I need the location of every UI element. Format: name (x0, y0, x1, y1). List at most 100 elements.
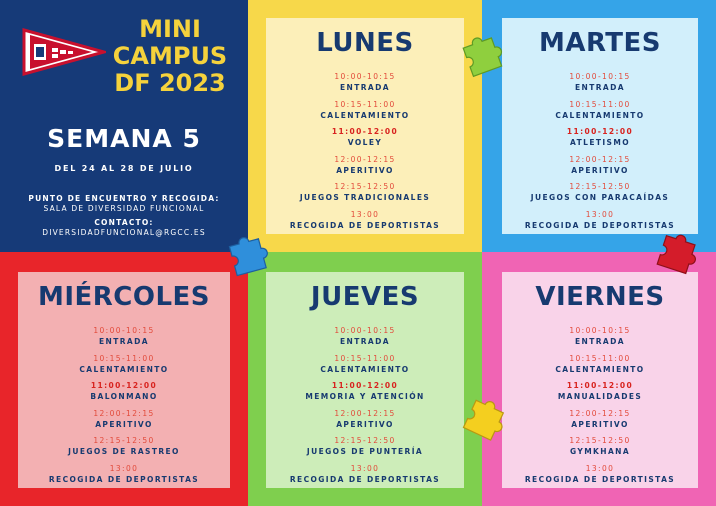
slot-activity: ENTRADA (575, 337, 625, 346)
schedule-slot: 13:00 RECOGIDA DE DEPORTISTAS (266, 463, 464, 491)
slot-time: 12:00-12:15 (93, 408, 155, 418)
campus-title: MINI CAMPUS DF 2023 (100, 16, 240, 97)
contact-info: CONTACTO: DIVERSIDADFUNCIONAL@RGCC.ES (0, 218, 248, 238)
day-title: MIÉRCOLES (37, 282, 211, 312)
slot-activity: CALENTAMIENTO (555, 364, 645, 374)
yellow-puzzle-piece-icon (462, 399, 505, 441)
slot-activity: RECOGIDA DE DEPORTISTAS (48, 474, 200, 484)
schedule-slot: 12:15-12:50 JUEGOS DE PUNTERÍA (266, 435, 464, 463)
schedule-list: 10:00-10:15 ENTRADA 10:15-11:00 CALENTAMIEN… (502, 71, 698, 236)
slot-time: 10:00-10:15 (569, 326, 631, 335)
slot-time: 12:15-12:50 (334, 182, 396, 191)
slot-activity: APERITIVO (95, 419, 153, 429)
schedule-slot: 10:00-10:15 ENTRADA (18, 325, 230, 353)
slot-activity: ENTRADA (575, 83, 625, 92)
day-card-viernes: VIERNES 10:00-10:15 ENTRADA 10:15-11:00 CAL… (502, 272, 698, 488)
schedule-list: 10:00-10:15 ENTRADA 10:15-11:00 CALENTAMIEN… (266, 325, 464, 490)
slot-activity: JUEGOS DE RASTREO (68, 447, 180, 456)
schedule-slot: 12:15-12:50 GYMKHANA (502, 435, 698, 463)
schedule-slot: 12:15-12:50 JUEGOS CON PARACAÍDAS (502, 181, 698, 209)
slot-time: 12:00-12:15 (334, 154, 396, 164)
schedule-slot: 10:00-10:15 ENTRADA (266, 325, 464, 353)
slot-time: 10:15-11:00 (93, 353, 155, 363)
schedule-slot: 13:00 RECOGIDA DE DEPORTISTAS (502, 209, 698, 237)
slot-activity: JUEGOS CON PARACAÍDAS (530, 193, 670, 202)
meeting-point-label: PUNTO DE ENCUENTRO Y RECOGIDA: (28, 194, 220, 203)
slot-activity: MANUALIDADES (557, 392, 643, 401)
schedule-slot: 12:00-12:15 APERITIVO (502, 408, 698, 436)
schedule-slot: 13:00 RECOGIDA DE DEPORTISTAS (18, 463, 230, 491)
slot-activity: ENTRADA (99, 337, 149, 346)
slot-time: 11:00-12:00 (566, 127, 634, 136)
day-title: VIERNES (535, 282, 665, 312)
schedule-slot: 12:00-12:15 APERITIVO (18, 408, 230, 436)
slot-activity: RECOGIDA DE DEPORTISTAS (524, 220, 676, 230)
blue-puzzle-piece-icon (228, 237, 268, 277)
slot-activity: RECOGIDA DE DEPORTISTAS (289, 220, 441, 230)
slot-activity: APERITIVO (571, 165, 629, 175)
green-puzzle-piece-icon (462, 37, 503, 78)
schedule-slot: 11:00-12:00 BALONMANO (18, 380, 230, 408)
slot-time: 10:00-10:15 (334, 326, 396, 335)
day-card-martes: MARTES 10:00-10:15 ENTRADA 10:15-11:00 CALE… (502, 18, 698, 234)
slot-activity: APERITIVO (571, 419, 629, 429)
schedule-slot: 12:00-12:15 APERITIVO (502, 154, 698, 182)
slot-time: 13:00 (109, 463, 139, 473)
slot-activity: ENTRADA (340, 83, 390, 92)
slot-time: 13:00 (585, 209, 615, 219)
schedule-list: 10:00-10:15 ENTRADA 10:15-11:00 CALENTAMIEN… (502, 325, 698, 490)
slot-time: 12:15-12:50 (93, 436, 155, 445)
schedule-slot: 11:00-12:00 VOLEY (266, 126, 464, 154)
day-card-miercoles: MIÉRCOLES 10:00-10:15 ENTRADA 10:15-11:00 C… (18, 272, 230, 488)
slot-time: 10:15-11:00 (569, 99, 631, 109)
schedule-slot: 10:15-11:00 CALENTAMIENTO (266, 353, 464, 381)
slot-activity: CALENTAMIENTO (320, 110, 410, 120)
slot-time: 12:00-12:15 (569, 408, 631, 418)
week-dates: DEL 24 AL 28 DE JULIO (54, 164, 194, 173)
campus-title-line-3: DF 2023 (114, 69, 226, 97)
slot-time: 10:00-10:15 (334, 72, 396, 81)
day-title: MARTES (538, 28, 662, 58)
slot-activity: JUEGOS TRADICIONALES (299, 193, 431, 202)
slot-time: 12:15-12:50 (569, 182, 631, 191)
slot-time: 10:00-10:15 (569, 72, 631, 81)
schedule-slot: 10:00-10:15 ENTRADA (266, 71, 464, 99)
slot-activity: BALONMANO (90, 392, 158, 401)
slot-time: 12:15-12:50 (334, 436, 396, 445)
campus-title-line-2: CAMPUS (112, 42, 228, 70)
red-puzzle-piece-icon (656, 234, 696, 275)
slot-activity: APERITIVO (336, 419, 394, 429)
slot-time: 12:00-12:15 (334, 408, 396, 418)
slot-activity: CALENTAMIENTO (555, 110, 645, 120)
slot-time: 13:00 (585, 463, 615, 473)
slot-activity: MEMORIA Y ATENCIÓN (305, 392, 425, 401)
contact-label: CONTACTO: (94, 218, 154, 227)
slot-time: 11:00-12:00 (566, 381, 634, 390)
slot-activity: JUEGOS DE PUNTERÍA (306, 447, 424, 456)
slot-activity: CALENTAMIENTO (320, 364, 410, 374)
contact-email[interactable]: DIVERSIDADFUNCIONAL@RGCC.ES (42, 228, 206, 237)
schedule-slot: 13:00 RECOGIDA DE DEPORTISTAS (502, 463, 698, 491)
day-card-jueves: JUEVES 10:00-10:15 ENTRADA 10:15-11:00 CALE… (266, 272, 464, 488)
slot-activity: CALENTAMIENTO (79, 364, 169, 374)
slot-activity: GYMKHANA (569, 447, 631, 456)
meeting-point-value: SALA DE DIVERSIDAD FUNCIONAL (43, 204, 205, 213)
week-label: SEMANA 5 (47, 124, 201, 153)
slot-time: 11:00-12:00 (331, 381, 399, 390)
schedule-slot: 11:00-12:00 MANUALIDADES (502, 380, 698, 408)
slot-time: 10:15-11:00 (334, 99, 396, 109)
schedule-slot: 10:15-11:00 CALENTAMIENTO (502, 353, 698, 381)
schedule-slot: 12:00-12:15 APERITIVO (266, 154, 464, 182)
slot-time: 10:00-10:15 (93, 326, 155, 335)
slot-activity: RECOGIDA DE DEPORTISTAS (289, 474, 441, 484)
club-pennant-icon (22, 28, 106, 76)
slot-time: 10:15-11:00 (569, 353, 631, 363)
schedule-slot: 10:00-10:15 ENTRADA (502, 71, 698, 99)
slot-time: 13:00 (350, 209, 380, 219)
slot-time: 13:00 (350, 463, 380, 473)
schedule-slot: 10:15-11:00 CALENTAMIENTO (18, 353, 230, 381)
day-title: LUNES (316, 28, 414, 58)
schedule-slot: 11:00-12:00 ATLETISMO (502, 126, 698, 154)
schedule-slot: 12:15-12:50 JUEGOS TRADICIONALES (266, 181, 464, 209)
slot-time: 11:00-12:00 (90, 381, 158, 390)
